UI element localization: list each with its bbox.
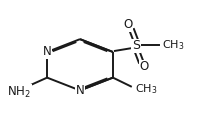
Text: O: O: [139, 60, 149, 73]
Text: N: N: [76, 84, 84, 97]
Text: S: S: [132, 39, 140, 52]
Text: NH$_2$: NH$_2$: [7, 85, 31, 100]
Text: CH$_3$: CH$_3$: [135, 82, 157, 96]
Text: N: N: [43, 45, 51, 58]
Text: CH$_3$: CH$_3$: [162, 38, 184, 52]
Text: O: O: [123, 18, 133, 31]
